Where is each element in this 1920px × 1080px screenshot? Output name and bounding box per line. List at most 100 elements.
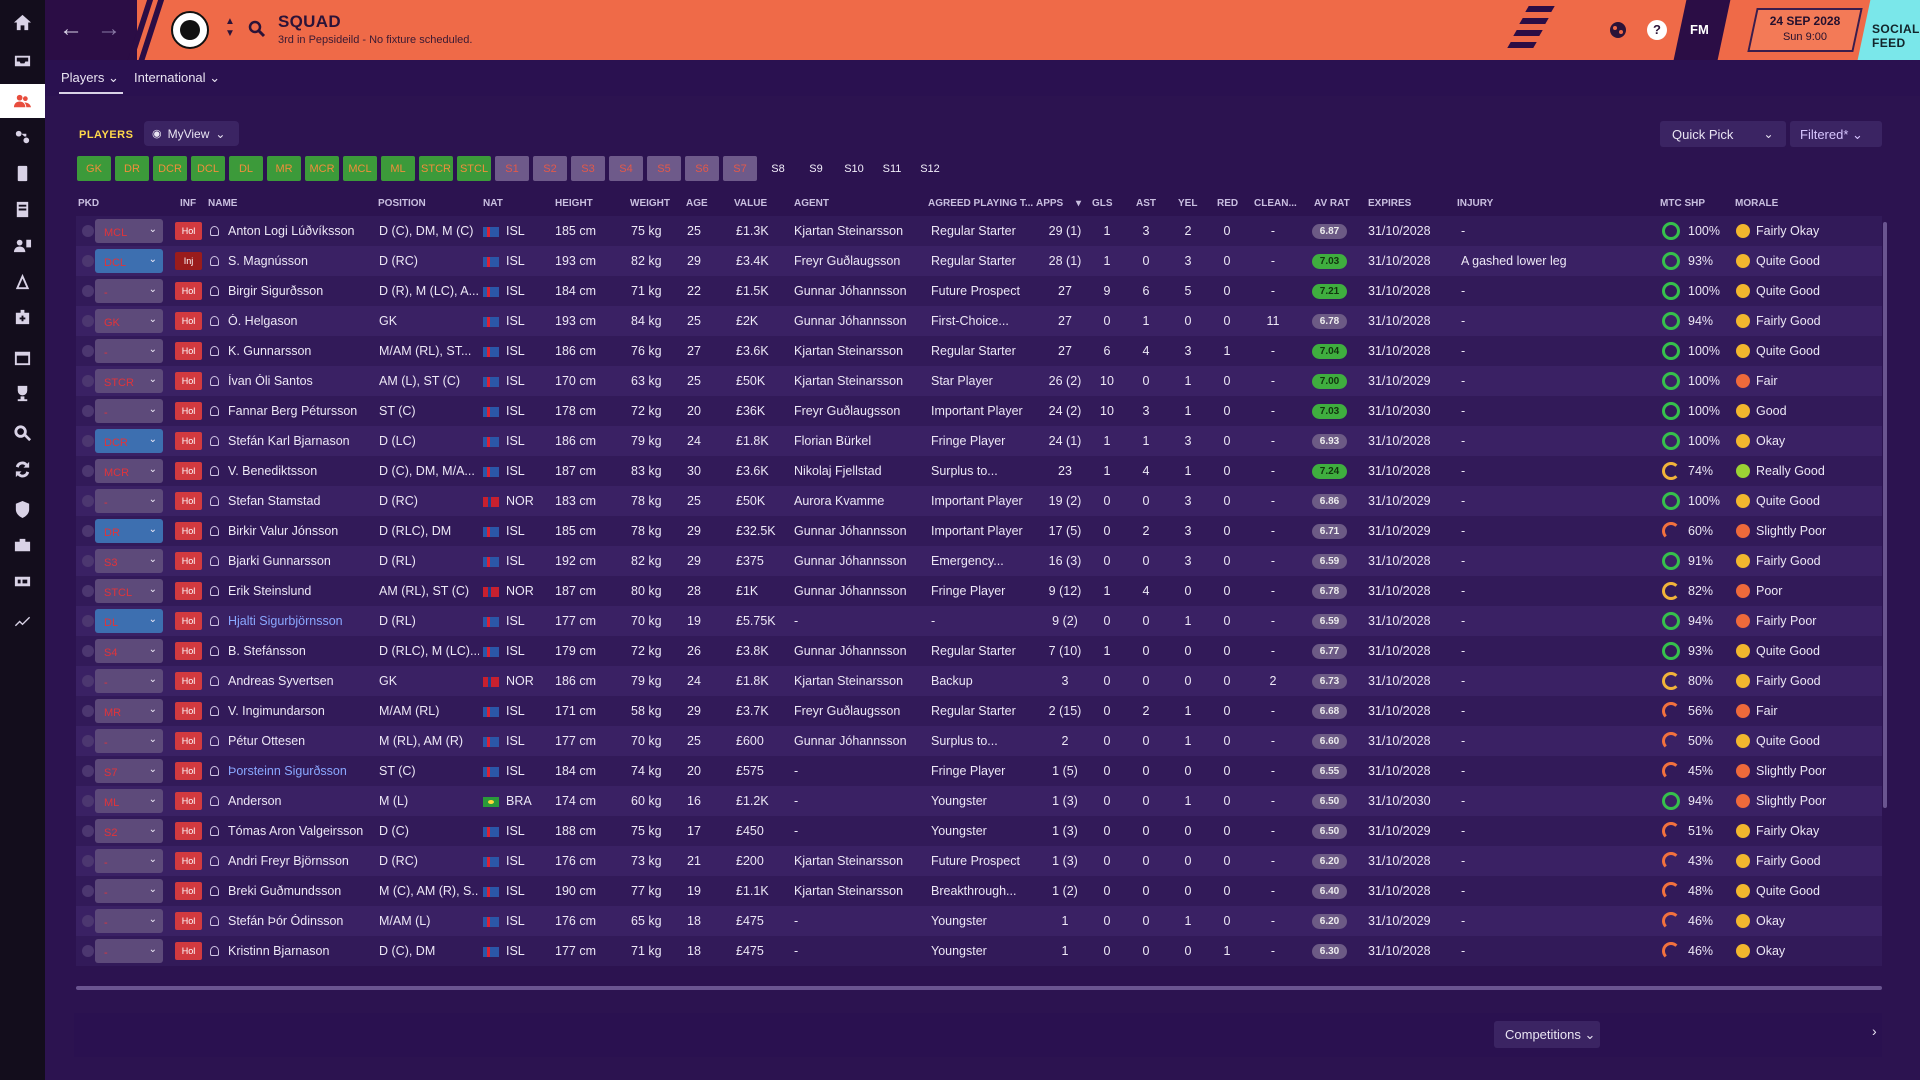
slot-s1[interactable]: S1 — [495, 156, 529, 181]
col-position[interactable]: POSITION — [378, 198, 426, 209]
player-name[interactable]: Bjarki Gunnarsson — [228, 554, 331, 568]
player-name[interactable]: Stefán Þór Ódinsson — [228, 914, 344, 928]
staff-icon[interactable] — [0, 156, 45, 190]
quick-pick-dropdown[interactable]: ⌄ — [1751, 121, 1786, 147]
table-row[interactable]: DL ⌄ Hol Hjalti Sigurbjörnsson D (RL) ISL 177 … — [76, 606, 1882, 636]
squad-icon[interactable] — [0, 84, 45, 118]
table-row[interactable]: - ⌄ Hol Stefán Þór Ódinsson M/AM (L) ISL 176 c… — [76, 906, 1882, 936]
slot-ml[interactable]: ML — [381, 156, 415, 181]
player-nationality[interactable]: ISL — [506, 524, 525, 538]
col-name[interactable]: NAME — [208, 198, 238, 209]
table-row[interactable]: MR ⌄ Hol V. Ingimundarson M/AM (RL) ISL 171 cm… — [76, 696, 1882, 726]
fm-label[interactable]: FM — [1690, 22, 1709, 37]
pick-checkbox[interactable] — [82, 915, 94, 927]
player-name[interactable]: V. Ingimundarson — [228, 704, 325, 718]
inbox-icon[interactable] — [0, 43, 45, 77]
player-name[interactable]: Birgir Sigurðsson — [228, 284, 324, 298]
pick-checkbox[interactable] — [82, 705, 94, 717]
slot-s4[interactable]: S4 — [609, 156, 643, 181]
col-morale[interactable]: MORALE — [1735, 198, 1779, 209]
table-row[interactable]: S7 ⌄ Hol Þorsteinn Sigurðsson ST (C) ISL 184 c… — [76, 756, 1882, 786]
club-vision-icon[interactable] — [0, 492, 45, 526]
pick-checkbox[interactable] — [82, 825, 94, 837]
player-name[interactable]: Kristinn Bjarnason — [228, 944, 330, 958]
medical-icon[interactable] — [0, 300, 45, 334]
selection-dropdown[interactable]: - ⌄ — [95, 399, 163, 423]
player-name[interactable]: K. Gunnarsson — [228, 344, 312, 358]
table-row[interactable]: - ⌄ Hol Stefan Stamstad D (RC) NOR 183 cm 78 kg… — [76, 486, 1882, 516]
squad-status-badge[interactable]: Hol — [175, 942, 202, 960]
slot-s10[interactable]: S10 — [844, 162, 864, 175]
slot-s2[interactable]: S2 — [533, 156, 567, 181]
selection-dropdown[interactable]: S7 ⌄ — [95, 759, 163, 783]
squad-status-badge[interactable]: Hol — [175, 492, 202, 510]
col-age[interactable]: AGE — [686, 198, 708, 209]
player-name[interactable]: Pétur Ottesen — [228, 734, 306, 748]
pick-checkbox[interactable] — [82, 765, 94, 777]
scouting-icon[interactable] — [0, 228, 45, 262]
competitions-icon[interactable] — [0, 376, 45, 410]
vertical-scrollbar[interactable] — [1883, 222, 1887, 808]
dynamics-icon[interactable] — [0, 120, 45, 154]
pick-checkbox[interactable] — [82, 375, 94, 387]
slot-stcl[interactable]: STCL — [457, 156, 491, 181]
slot-dr[interactable]: DR — [115, 156, 149, 181]
player-nationality[interactable]: NOR — [506, 494, 534, 508]
table-row[interactable]: MCR ⌄ Hol V. Benediktsson D (C), DM, M/A... I… — [76, 456, 1882, 486]
squad-status-badge[interactable]: Hol — [175, 372, 202, 390]
col-height[interactable]: HEIGHT — [555, 198, 593, 209]
col-pkd[interactable]: PKD — [78, 198, 100, 209]
table-row[interactable]: - ⌄ Hol K. Gunnarsson M/AM (RL), ST... ISL 186… — [76, 336, 1882, 366]
player-nationality[interactable]: ISL — [506, 434, 525, 448]
transfers-icon[interactable] — [0, 452, 45, 486]
slot-s6[interactable]: S6 — [685, 156, 719, 181]
search-icon[interactable] — [248, 20, 266, 38]
player-nationality[interactable]: NOR — [506, 584, 534, 598]
player-nationality[interactable]: NOR — [506, 674, 534, 688]
player-name[interactable]: Andri Freyr Björnsson — [228, 854, 349, 868]
globe-icon[interactable] — [1608, 20, 1628, 40]
slot-s3[interactable]: S3 — [571, 156, 605, 181]
club-crest[interactable] — [171, 11, 209, 49]
player-name[interactable]: Birkir Valur Jónsson — [228, 524, 339, 538]
slot-s12[interactable]: S12 — [920, 162, 940, 175]
table-row[interactable]: STCR ⌄ Hol Ívan Óli Santos AM (L), ST (C) ISL… — [76, 366, 1882, 396]
player-nationality[interactable]: ISL — [506, 374, 525, 388]
slot-s9[interactable]: S9 — [809, 162, 823, 175]
player-nationality[interactable]: ISL — [506, 884, 525, 898]
table-row[interactable]: - ⌄ Hol Breki Guðmundsson M (C), AM (R), S..… — [76, 876, 1882, 906]
player-name[interactable]: Erik Steinslund — [228, 584, 312, 598]
pick-checkbox[interactable] — [82, 855, 94, 867]
selection-dropdown[interactable]: GK ⌄ — [95, 309, 163, 333]
col-yel[interactable]: YEL — [1178, 198, 1198, 209]
table-row[interactable]: - ⌄ Hol Pétur Ottesen M (RL), AM (R) ISL 177 c… — [76, 726, 1882, 756]
pick-checkbox[interactable] — [82, 225, 94, 237]
player-nationality[interactable]: ISL — [506, 464, 525, 478]
quick-pick-button[interactable]: Quick Pick — [1660, 121, 1760, 147]
pick-checkbox[interactable] — [82, 555, 94, 567]
squad-status-badge[interactable]: Hol — [175, 882, 202, 900]
pick-checkbox[interactable] — [82, 495, 94, 507]
pick-checkbox[interactable] — [82, 645, 94, 657]
player-nationality[interactable]: ISL — [506, 404, 525, 418]
player-name[interactable]: V. Benediktsson — [228, 464, 318, 478]
col-value[interactable]: VALUE — [734, 198, 768, 209]
player-name[interactable]: Hjalti Sigurbjörnsson — [228, 614, 343, 628]
selection-dropdown[interactable]: S2 ⌄ — [95, 819, 163, 843]
table-row[interactable]: STCL ⌄ Hol Erik Steinslund AM (RL), ST (C) NO… — [76, 576, 1882, 606]
selection-dropdown[interactable]: - ⌄ — [95, 489, 163, 513]
finances-icon[interactable] — [0, 528, 45, 562]
player-nationality[interactable]: BRA — [506, 794, 532, 808]
col-apps[interactable]: APPS — [1036, 198, 1064, 209]
player-nationality[interactable]: ISL — [506, 554, 525, 568]
col-red[interactable]: RED — [1217, 198, 1239, 209]
pick-checkbox[interactable] — [82, 675, 94, 687]
player-name[interactable]: B. Stefánsson — [228, 644, 306, 658]
slot-mr[interactable]: MR — [267, 156, 301, 181]
squad-status-badge[interactable]: Hol — [175, 732, 202, 750]
col-injury[interactable]: INJURY — [1457, 198, 1494, 209]
col-role[interactable]: AGREED PLAYING T... — [928, 198, 1034, 209]
squad-status-badge[interactable]: Hol — [175, 462, 202, 480]
player-name[interactable]: Breki Guðmundsson — [228, 884, 342, 898]
col-weight[interactable]: WEIGHT — [630, 198, 670, 209]
